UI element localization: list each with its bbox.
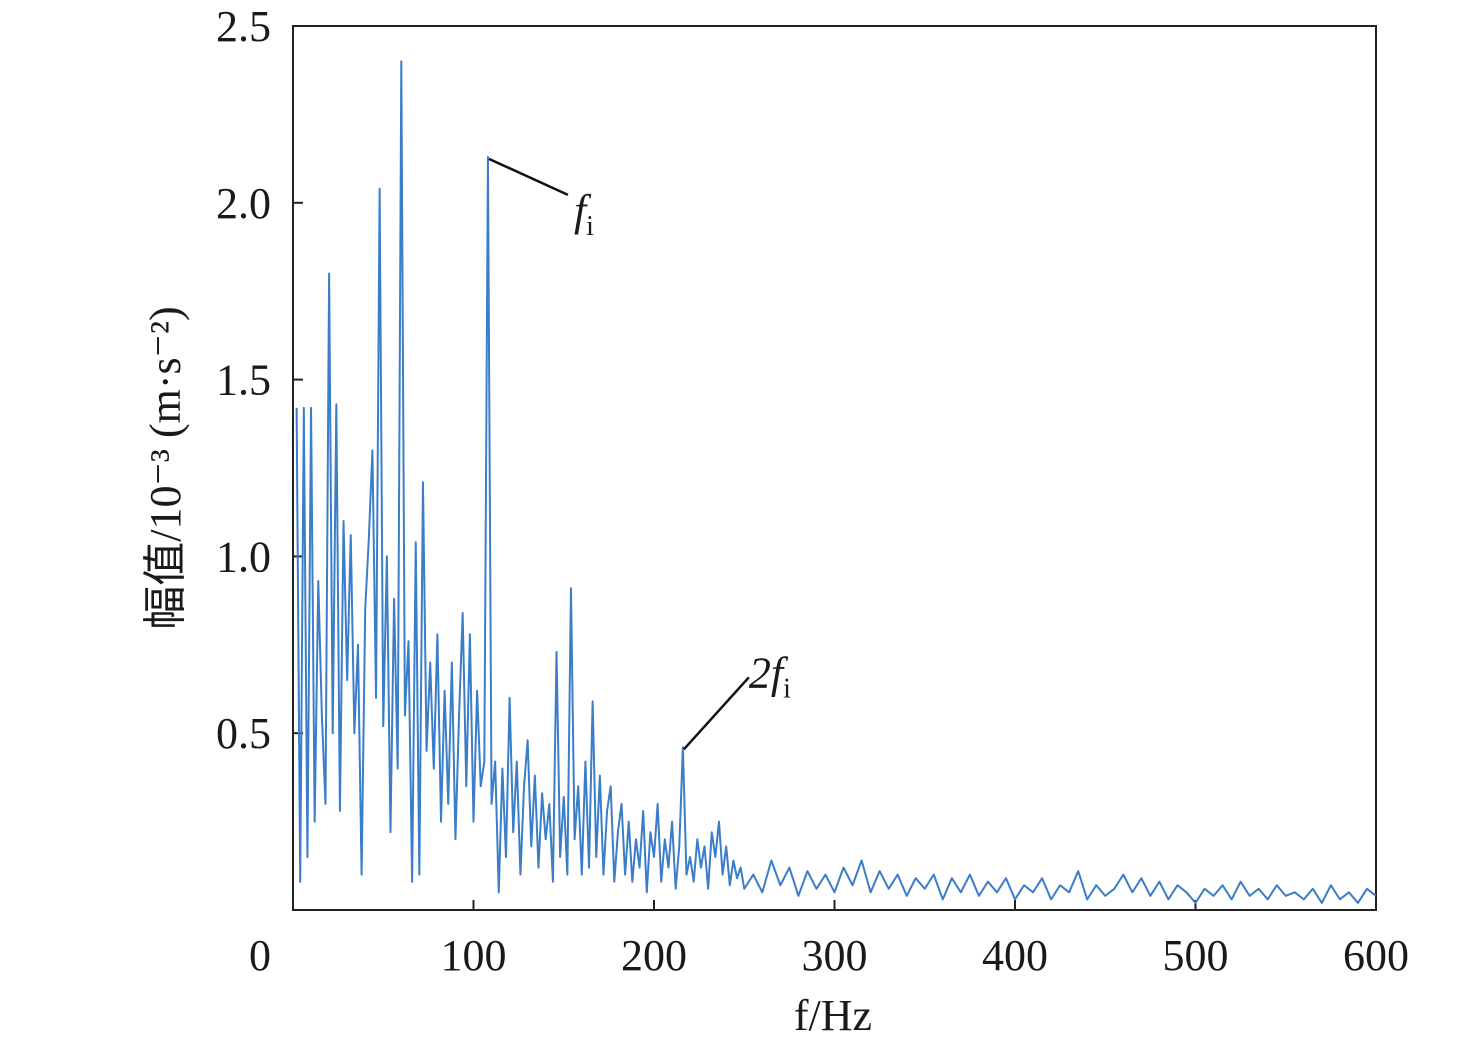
annotation-leader [682, 676, 750, 751]
x-tick-label: 200 [621, 931, 687, 980]
x-tick-label: 500 [1163, 931, 1229, 980]
y-tick-label: 2.0 [216, 179, 271, 228]
y-tick-label: 1.0 [216, 532, 271, 581]
annotation-subscript: i [783, 673, 791, 704]
x-tick-label: 0 [249, 931, 271, 980]
y-axis-label: 幅值/10⁻³ (m·s⁻²) [141, 306, 190, 629]
annotation: 2fi [749, 648, 791, 704]
annotation: fi [574, 186, 594, 242]
x-tick-label: 100 [441, 931, 507, 980]
y-tick-label: 2.5 [216, 2, 271, 51]
plot-frame [292, 25, 1377, 911]
x-tick-label: 600 [1343, 931, 1409, 980]
annotation-text: 2f [749, 648, 789, 697]
annotation-leader [488, 157, 569, 196]
x-tick-label: 400 [982, 931, 1048, 980]
spectrum-line [295, 60, 1377, 904]
x-axis-label: f/Hz [794, 991, 872, 1040]
x-tick-label: 300 [802, 931, 868, 980]
y-tick-label: 0.5 [216, 709, 271, 758]
y-tick-label: 1.5 [216, 356, 271, 405]
annotation-subscript: i [586, 211, 594, 242]
